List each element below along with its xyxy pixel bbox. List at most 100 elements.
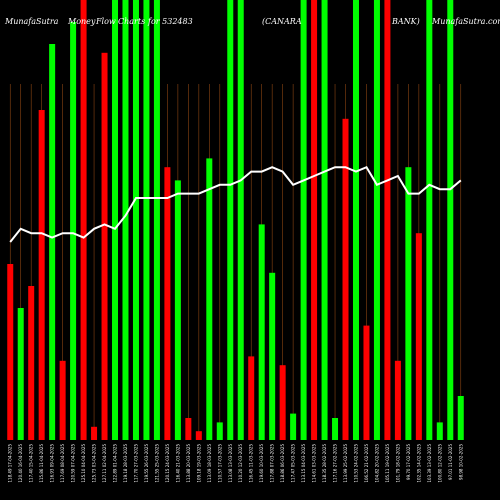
money-flow-line: [9, 165, 462, 243]
x-tick-label: 125.73 03-04-2025: [92, 444, 97, 483]
x-tick-label: 119.18 28-03-2025: [123, 444, 128, 483]
flow-bar: [248, 356, 255, 440]
x-tick-label: 117.70 27-03-2025: [133, 444, 138, 483]
flow-bar: [132, 0, 139, 440]
flow-bar: [59, 360, 66, 440]
x-tick-label: 98.98 10-02-2025: [458, 444, 463, 480]
flow-bars: [7, 0, 464, 441]
x-tick-label: 102.35 14-02-2025: [416, 444, 421, 483]
title-part: for 532483: [147, 17, 193, 26]
flow-bar: [185, 418, 192, 440]
flow-bar: [70, 22, 77, 440]
flow-bar: [38, 110, 45, 440]
x-tick-label: 105.11 19-02-2025: [385, 444, 390, 483]
x-tick-label: 125.10 04-04-2025: [81, 444, 86, 483]
x-tick-label: 114.61 03-03-2025: [312, 444, 317, 483]
flow-bar: [216, 422, 223, 440]
flow-bar: [206, 158, 213, 440]
x-tick-label: 120.40 16-04-2025: [18, 444, 23, 483]
title-part: MunafaSutra.com: [431, 17, 500, 26]
x-tick-label: 118.86 06-03-2025: [280, 444, 285, 483]
x-tick-label: 110.53 24-02-2025: [353, 444, 358, 483]
x-tick-label: 117.47 05-03-2025: [291, 444, 296, 483]
x-tick-label: 103.39 13-02-2025: [427, 444, 432, 483]
chart-title: MunafaSutra Money Flow Charts for 532483…: [4, 17, 500, 26]
flow-bar: [394, 360, 401, 440]
flow-bar: [112, 0, 119, 440]
flow-bar: [101, 52, 108, 441]
flow-bar: [195, 431, 202, 440]
x-tick-label: 119.55 26-03-2025: [144, 444, 149, 483]
x-tick-label: 116.93 09-04-2025: [50, 444, 55, 483]
flow-bar: [352, 0, 359, 440]
flow-bar: [373, 0, 380, 440]
x-tick-label: 120.59 07-04-2025: [71, 444, 76, 483]
x-tick-label: 120.15 24-03-2025: [165, 444, 170, 483]
flow-bar: [237, 0, 244, 440]
x-tick-label: 113.08 13-03-2025: [228, 444, 233, 483]
flow-bar: [143, 0, 150, 440]
x-tick-label: 101.79 18-02-2025: [395, 444, 400, 483]
flow-bar: [415, 233, 422, 440]
x-tick-label: 113.99 25-02-2025: [343, 444, 348, 483]
x-tick-labels: 118.49 17-04-2025 120.40 16-04-2025 117.40…: [8, 444, 464, 483]
flow-bar: [174, 180, 181, 440]
x-tick-label: 113.15 04-03-2025: [301, 444, 306, 483]
flow-bar: [332, 418, 339, 440]
flow-bar: [7, 264, 14, 440]
x-tick-label: 110.57 17-03-2025: [217, 444, 222, 483]
flow-bar: [405, 167, 412, 440]
x-tick-label: 110.20 12-03-2025: [238, 444, 243, 483]
title-part: (CANARA: [262, 17, 302, 26]
x-tick-label: 117.69 08-04-2025: [60, 444, 65, 483]
flow-bar: [447, 0, 454, 440]
title-part: MunafaSutra: [4, 17, 59, 26]
x-tick-label: 109.18 19-03-2025: [196, 444, 201, 483]
flow-bar: [153, 0, 160, 440]
flow-bar: [321, 0, 328, 440]
x-tick-label: 127.11 02-04-2025: [102, 444, 107, 483]
x-tick-label: 99.70 17-02-2025: [406, 444, 411, 480]
x-tick-label: 100.80 12-02-2025: [437, 444, 442, 483]
x-tick-label: 97.01 11-02-2025: [448, 444, 453, 480]
flow-bar: [122, 0, 129, 440]
x-tick-label: 117.16 27-02-2025: [333, 444, 338, 483]
x-tick-label: 113.88 20-03-2025: [186, 444, 191, 483]
title-part: BANK): [391, 17, 420, 26]
x-tick-label: 117.88 07-03-2025: [270, 444, 275, 483]
flow-bar: [342, 118, 349, 441]
x-tick-label: 116.45 11-03-2025: [249, 444, 254, 483]
x-tick-label: 106.52 21-02-2025: [364, 444, 369, 483]
flow-bar: [28, 286, 35, 440]
flow-bar: [17, 308, 24, 440]
flow-bar: [258, 224, 265, 440]
flow-bar: [290, 413, 297, 440]
x-tick-label: 118.49 17-04-2025: [8, 444, 13, 483]
x-tick-label: 117.40 15-04-2025: [29, 444, 34, 483]
flow-bar: [363, 325, 370, 440]
flow-bar: [227, 0, 234, 440]
flow-bar: [279, 365, 286, 440]
flow-bar: [436, 422, 443, 440]
x-tick-label: 115.86 11-04-2025: [39, 444, 44, 483]
flow-bar: [457, 396, 464, 440]
flow-bar: [49, 44, 56, 440]
flow-bar: [269, 272, 276, 440]
title-part: Charts: [118, 17, 145, 26]
x-tick-label: 116.40 21-03-2025: [175, 444, 180, 483]
x-tick-label: 113.09 18-03-2025: [207, 444, 212, 483]
x-tick-label: 118.35 28-02-2025: [322, 444, 327, 483]
flow-bar: [91, 426, 98, 440]
flow-bar: [384, 0, 391, 440]
flow-bar: [300, 0, 307, 440]
flow-bar: [311, 0, 318, 440]
x-tick-label: 121.55 25-03-2025: [154, 444, 159, 483]
title-part: Money: [67, 17, 96, 26]
flow-bar: [426, 0, 433, 440]
x-tick-label: 119.60 10-03-2025: [259, 444, 264, 483]
x-tick-label: 122.89 01-04-2025: [113, 444, 118, 483]
title-part: Flow: [95, 17, 116, 26]
flow-bar: [164, 167, 171, 440]
x-tick-label: 104.82 20-02-2025: [374, 444, 379, 483]
